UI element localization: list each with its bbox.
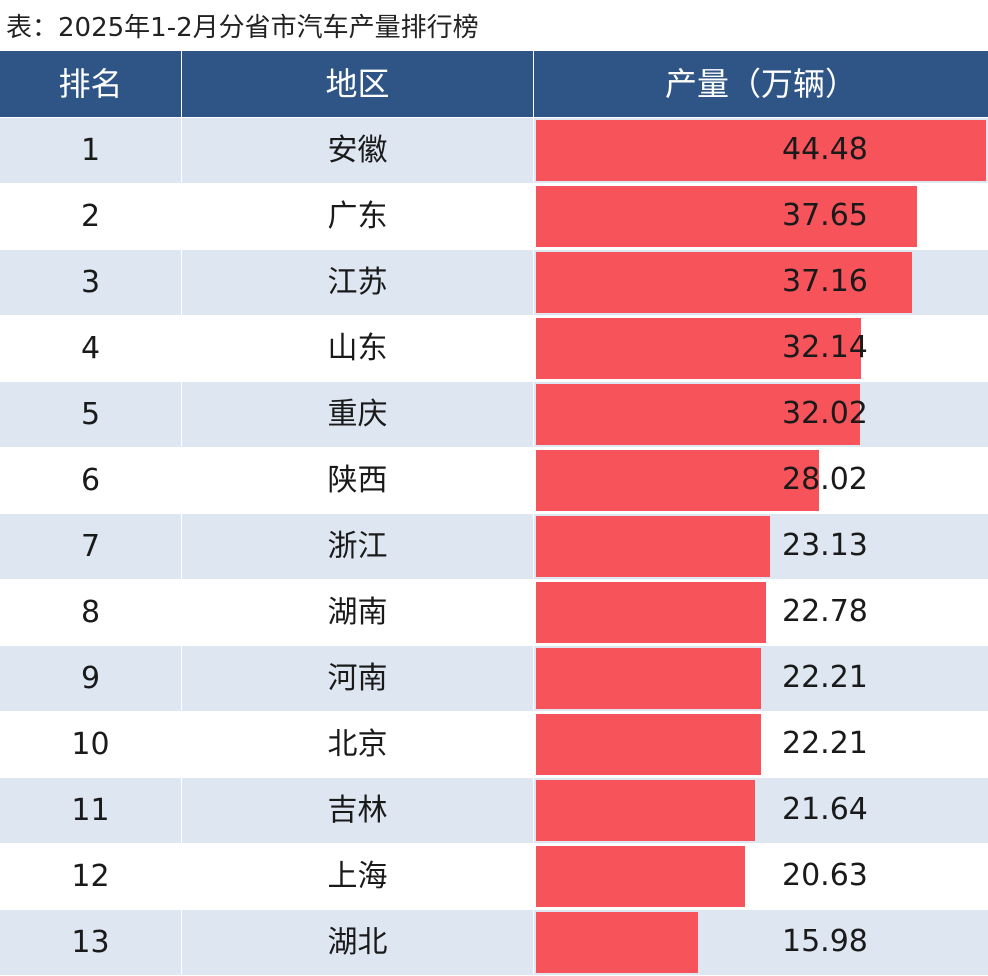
table-row: 12 上海 20.63: [0, 843, 988, 909]
table-title: 表：2025年1-2月分省市汽车产量排行榜: [6, 13, 479, 43]
output-cell: 44.48: [534, 118, 988, 183]
table-row: 3 江苏 37.16: [0, 249, 988, 315]
output-bar: [536, 846, 745, 907]
table-header: 排名 地区 产量（万辆）: [0, 51, 988, 117]
header-rank: 排名: [0, 51, 182, 117]
rank-cell: 10: [0, 712, 182, 777]
output-cell: 15.98: [534, 910, 988, 975]
output-value-label: 22.21: [782, 660, 868, 695]
region-cell: 湖北: [182, 910, 534, 975]
region-cell: 陕西: [182, 448, 534, 513]
rank-cell: 3: [0, 250, 182, 315]
region-cell: 重庆: [182, 382, 534, 447]
output-value-label: 32.14: [782, 330, 868, 365]
region-cell: 湖南: [182, 580, 534, 645]
table-row: 8 湖南 22.78: [0, 579, 988, 645]
output-value-label: 22.21: [782, 726, 868, 761]
output-value-label: 20.63: [782, 858, 868, 893]
rank-cell: 9: [0, 646, 182, 711]
rank-cell: 13: [0, 910, 182, 975]
output-cell: 28.02: [534, 448, 988, 513]
region-cell: 河南: [182, 646, 534, 711]
output-bar: [536, 582, 766, 643]
output-bar: [536, 714, 761, 775]
table-row: 9 河南 22.21: [0, 645, 988, 711]
region-cell: 安徽: [182, 118, 534, 183]
output-value-label: 37.16: [782, 264, 868, 299]
output-cell: 22.21: [534, 712, 988, 777]
table-row: 7 浙江 23.13: [0, 513, 988, 579]
rank-cell: 7: [0, 514, 182, 579]
output-value-label: 23.13: [782, 528, 868, 563]
output-cell: 21.64: [534, 778, 988, 843]
rank-cell: 2: [0, 184, 182, 249]
output-value-label: 28.02: [782, 462, 868, 497]
output-bar: [536, 780, 755, 841]
output-cell: 22.21: [534, 646, 988, 711]
output-cell: 37.16: [534, 250, 988, 315]
output-cell: 20.63: [534, 844, 988, 909]
rank-cell: 6: [0, 448, 182, 513]
rank-cell: 11: [0, 778, 182, 843]
output-bar: [536, 516, 770, 577]
output-value-label: 32.02: [782, 396, 868, 431]
table-row: 4 山东 32.14: [0, 315, 988, 381]
output-bar: [536, 120, 986, 181]
output-bar: [536, 318, 861, 379]
table-row: 11 吉林 21.64: [0, 777, 988, 843]
output-cell: 32.02: [534, 382, 988, 447]
output-bar: [536, 252, 912, 313]
region-cell: 北京: [182, 712, 534, 777]
region-cell: 江苏: [182, 250, 534, 315]
rank-cell: 12: [0, 844, 182, 909]
output-bar: [536, 450, 819, 511]
header-output: 产量（万辆）: [664, 65, 857, 103]
rank-cell: 1: [0, 118, 182, 183]
output-value-label: 21.64: [782, 792, 868, 827]
output-bar: [536, 648, 761, 709]
output-cell: 23.13: [534, 514, 988, 579]
region-cell: 浙江: [182, 514, 534, 579]
region-cell: 上海: [182, 844, 534, 909]
output-cell: 22.78: [534, 580, 988, 645]
table-row: 10 北京 22.21: [0, 711, 988, 777]
output-bar: [536, 186, 917, 247]
rank-cell: 5: [0, 382, 182, 447]
rank-cell: 4: [0, 316, 182, 381]
region-cell: 广东: [182, 184, 534, 249]
table-row: 6 陕西 28.02: [0, 447, 988, 513]
output-value-label: 15.98: [782, 924, 868, 959]
production-ranking-table: 排名 地区 产量（万辆） 1 安徽 44.48 2 广东 37.65 3 江苏 37.16 4 山东…: [0, 51, 988, 975]
table-row: 5 重庆 32.02: [0, 381, 988, 447]
output-cell: 37.65: [534, 184, 988, 249]
output-value-label: 22.78: [782, 594, 868, 629]
table-row: 13 湖北 15.98: [0, 909, 988, 975]
output-value-label: 37.65: [782, 198, 868, 233]
output-bar: [536, 912, 698, 973]
header-region: 地区: [182, 51, 534, 117]
output-cell: 32.14: [534, 316, 988, 381]
region-cell: 吉林: [182, 778, 534, 843]
table-row: 1 安徽 44.48: [0, 117, 988, 183]
table-row: 2 广东 37.65: [0, 183, 988, 249]
rank-cell: 8: [0, 580, 182, 645]
table-body: 1 安徽 44.48 2 广东 37.65 3 江苏 37.16 4 山东 32.14 5 重庆 32.02…: [0, 117, 988, 975]
output-value-label: 44.48: [782, 132, 868, 167]
output-bar: [536, 384, 860, 445]
region-cell: 山东: [182, 316, 534, 381]
